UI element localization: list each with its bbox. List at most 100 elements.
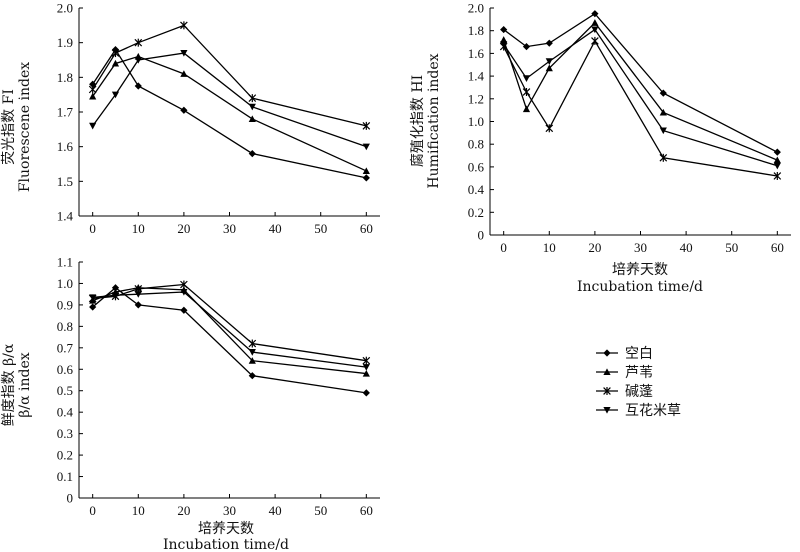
hi-x-tick-label: 40 xyxy=(680,240,693,255)
ba-y-tick-label: 0.7 xyxy=(57,340,74,355)
fi-data-point xyxy=(180,106,188,114)
hi-data-point xyxy=(773,148,781,156)
legend-marker-shape xyxy=(603,406,611,414)
fi-data-point xyxy=(88,85,97,94)
hi-ylabel-cn: 腐殖化指数 HI xyxy=(409,75,426,167)
hi-data-point xyxy=(659,89,667,97)
fi-data-point xyxy=(111,59,120,67)
hi-data-point xyxy=(545,124,554,133)
ba-y-tick-label: 0.6 xyxy=(57,362,74,377)
hi-y-tick-label: 1.4 xyxy=(468,69,485,84)
hi-data-point xyxy=(522,42,531,51)
fi-x-tick-label: 0 xyxy=(89,221,96,236)
legend-label-reed: 芦苇 xyxy=(625,365,653,381)
ba-y-tick-label: 1.1 xyxy=(57,255,73,270)
humification-index-panel: 腐殖化指数 HI Humification index 培养天数 Incubat… xyxy=(409,1,791,295)
fi-x-tick-label: 40 xyxy=(269,221,282,236)
freshness-index-panel: 鲜度指数 β/α β/α index 培养天数 Incubation time/… xyxy=(1,255,380,552)
fi-data-point xyxy=(248,150,256,158)
hi-x-tick-label: 20 xyxy=(588,240,601,255)
fi-data-point xyxy=(362,167,370,174)
legend-label-suaeda: 碱蓬 xyxy=(625,384,653,400)
fi-series-line xyxy=(92,55,367,172)
fi-ylabel-cn: 荧光指数 FI xyxy=(0,89,17,165)
ba-data-point xyxy=(362,364,370,371)
ba-y-tick-label: 1.0 xyxy=(57,276,73,291)
legend-marker-shape xyxy=(603,387,611,395)
fi-data-point xyxy=(111,91,120,99)
hi-data-point xyxy=(659,108,667,116)
ba-data-point xyxy=(248,349,256,356)
ba-y-tick-label: 0.4 xyxy=(57,405,74,420)
hi-data-point xyxy=(522,105,531,113)
hi-y-tick-label: 0 xyxy=(478,228,485,243)
hi-y-tick-label: 0.8 xyxy=(468,137,484,152)
ba-data-point xyxy=(362,356,371,365)
ba-y-tick-label: 0.5 xyxy=(57,383,73,398)
ba-x-tick-label: 30 xyxy=(223,503,236,518)
ba-series-4 xyxy=(89,288,370,371)
ba-series-line xyxy=(92,283,367,362)
ba-y-tick-label: 0.8 xyxy=(57,319,73,334)
hi-data-point xyxy=(500,36,508,43)
ba-data-point xyxy=(248,372,256,380)
legend-item-suaeda: 碱蓬 xyxy=(596,384,653,400)
hi-data-point xyxy=(773,171,782,180)
hi-data-point xyxy=(773,162,781,170)
ba-ylabel-cn: 鲜度指数 β/α xyxy=(1,343,17,426)
fi-y-tick-label: 1.5 xyxy=(57,174,73,189)
ba-series-line xyxy=(92,287,367,375)
fi-x-tick-label: 20 xyxy=(177,221,190,236)
fi-data-point xyxy=(180,21,188,30)
hi-data-point xyxy=(545,39,553,47)
ba-x-tick-label: 10 xyxy=(132,503,145,518)
fi-y-tick-label: 2.0 xyxy=(57,1,73,16)
ba-series-line xyxy=(92,291,367,368)
legend-label-blank: 空白 xyxy=(625,346,653,362)
hi-data-point xyxy=(591,10,599,18)
fi-data-point xyxy=(180,70,188,77)
ba-series-line xyxy=(92,286,367,394)
fi-series-1 xyxy=(89,46,370,182)
ba-y-tick-label: 0.1 xyxy=(57,469,73,484)
ba-data-point xyxy=(180,306,188,314)
ba-data-point xyxy=(111,292,120,299)
hi-series-2 xyxy=(500,19,781,164)
hi-y-tick-label: 2.0 xyxy=(468,1,484,16)
ba-data-point xyxy=(134,301,142,309)
hi-data-point xyxy=(773,156,781,164)
fi-y-tick-label: 1.6 xyxy=(57,139,74,154)
fi-data-point xyxy=(180,50,188,57)
ba-data-point xyxy=(362,369,370,377)
fi-data-point xyxy=(89,122,97,130)
fi-y-tick-label: 1.7 xyxy=(57,105,74,120)
ba-ylabel-en: β/α index xyxy=(17,352,33,417)
legend-item-spartina: 互花米草 xyxy=(596,403,681,419)
fi-data-point xyxy=(248,103,256,111)
fi-ylabel-en: Fluorescene index xyxy=(17,62,33,192)
ba-x-tick-label: 60 xyxy=(360,503,373,518)
hi-y-tick-label: 0.4 xyxy=(468,182,485,197)
ba-x-tick-label: 50 xyxy=(314,503,327,518)
fi-x-tick-label: 30 xyxy=(223,221,236,236)
fi-y-tick-label: 1.8 xyxy=(57,70,73,85)
ba-data-point xyxy=(180,288,188,296)
hi-x-tick-label: 50 xyxy=(725,240,738,255)
legend-star-marker xyxy=(596,387,618,395)
hi-y-tick-label: 1.6 xyxy=(468,46,485,61)
ba-y-tick-label: 0.9 xyxy=(57,297,73,312)
fi-data-point xyxy=(362,121,371,130)
fi-data-point xyxy=(362,174,370,182)
legend-marker-shape xyxy=(603,349,611,357)
fi-x-tick-label: 50 xyxy=(314,221,327,236)
hi-y-tick-label: 0.2 xyxy=(468,205,484,220)
hi-data-point xyxy=(522,87,531,96)
fi-data-point xyxy=(89,92,97,100)
fi-x-tick-label: 60 xyxy=(360,221,373,236)
ba-y-tick-label: 0 xyxy=(67,491,74,506)
hi-xlabel-cn: 培养天数 xyxy=(612,262,668,278)
hi-series-3 xyxy=(499,36,782,180)
fi-y-tick-label: 1.9 xyxy=(57,35,73,50)
ba-data-point xyxy=(180,280,188,289)
ba-data-point xyxy=(89,303,97,311)
